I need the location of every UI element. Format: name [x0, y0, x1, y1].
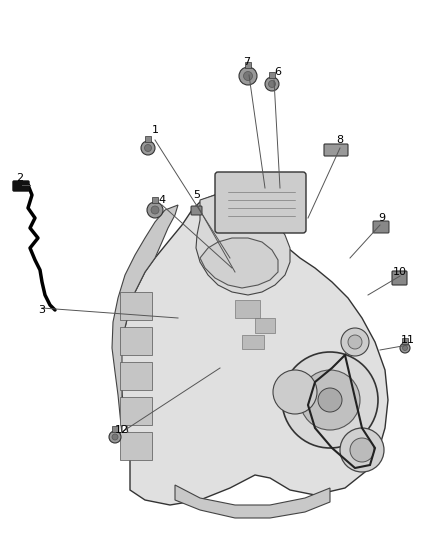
- Text: 5: 5: [194, 190, 201, 200]
- Polygon shape: [112, 205, 178, 435]
- Circle shape: [109, 431, 121, 443]
- Circle shape: [341, 328, 369, 356]
- Circle shape: [350, 438, 374, 462]
- Polygon shape: [200, 238, 278, 288]
- Circle shape: [340, 428, 384, 472]
- FancyBboxPatch shape: [392, 271, 407, 285]
- Bar: [120, 432, 152, 460]
- Bar: [255, 318, 275, 333]
- Circle shape: [239, 67, 257, 85]
- Circle shape: [145, 144, 152, 151]
- Circle shape: [147, 202, 163, 218]
- Bar: [145, 136, 151, 142]
- Text: 3: 3: [39, 305, 46, 315]
- FancyBboxPatch shape: [215, 172, 306, 233]
- Text: 12: 12: [115, 425, 129, 435]
- Text: 9: 9: [378, 213, 385, 223]
- Bar: [112, 426, 118, 432]
- Circle shape: [318, 388, 342, 412]
- Bar: [402, 338, 408, 344]
- Circle shape: [151, 206, 159, 214]
- Text: 4: 4: [159, 195, 166, 205]
- Text: 10: 10: [393, 267, 407, 277]
- FancyBboxPatch shape: [373, 221, 389, 233]
- Text: 11: 11: [401, 335, 415, 345]
- Polygon shape: [175, 485, 330, 518]
- Polygon shape: [196, 195, 290, 295]
- Text: 6: 6: [275, 67, 282, 77]
- Bar: [120, 292, 152, 320]
- FancyBboxPatch shape: [13, 181, 29, 191]
- Bar: [242, 335, 264, 349]
- Text: 2: 2: [17, 173, 24, 183]
- Bar: [120, 362, 152, 390]
- Circle shape: [273, 370, 317, 414]
- Circle shape: [265, 77, 279, 91]
- Text: 8: 8: [336, 135, 343, 145]
- Circle shape: [348, 335, 362, 349]
- Bar: [269, 72, 275, 78]
- FancyBboxPatch shape: [324, 144, 348, 156]
- Text: 1: 1: [152, 125, 159, 135]
- Circle shape: [244, 71, 252, 80]
- Circle shape: [403, 345, 407, 351]
- Text: 7: 7: [244, 57, 251, 67]
- Circle shape: [141, 141, 155, 155]
- Bar: [120, 327, 152, 355]
- Bar: [120, 397, 152, 425]
- Circle shape: [400, 343, 410, 353]
- Bar: [245, 62, 251, 68]
- Polygon shape: [120, 195, 388, 505]
- FancyBboxPatch shape: [191, 206, 202, 215]
- Bar: [152, 197, 158, 203]
- Circle shape: [268, 80, 276, 87]
- Bar: [235, 300, 260, 318]
- Circle shape: [112, 434, 118, 440]
- Circle shape: [300, 370, 360, 430]
- Circle shape: [282, 352, 378, 448]
